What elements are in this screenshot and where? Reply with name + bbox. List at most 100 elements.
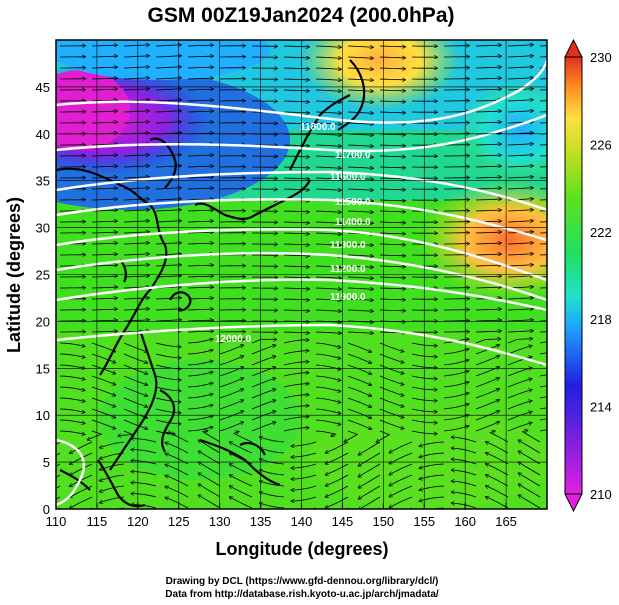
streamline bbox=[315, 244, 341, 245]
streamline bbox=[155, 67, 181, 68]
streamline bbox=[155, 100, 181, 101]
streamline bbox=[475, 400, 499, 410]
streamline bbox=[539, 243, 547, 245]
streamline bbox=[539, 320, 547, 322]
streamline bbox=[251, 345, 275, 355]
streamline bbox=[475, 276, 501, 277]
streamline bbox=[419, 496, 445, 501]
streamline bbox=[326, 474, 349, 486]
streamline bbox=[507, 210, 533, 211]
streamline bbox=[123, 166, 149, 167]
streamline bbox=[379, 386, 404, 396]
streamline bbox=[489, 431, 509, 443]
streamline bbox=[165, 476, 189, 487]
streamline bbox=[123, 276, 149, 277]
streamline bbox=[379, 288, 405, 289]
streamline bbox=[283, 46, 309, 47]
streamline bbox=[260, 437, 285, 443]
streamline bbox=[315, 79, 341, 80]
streamline bbox=[507, 243, 533, 244]
streamline bbox=[283, 277, 309, 278]
streamline bbox=[475, 411, 499, 421]
streamline bbox=[155, 45, 181, 46]
streamline bbox=[486, 475, 509, 487]
streamline bbox=[283, 101, 309, 102]
streamline bbox=[475, 309, 501, 310]
streamline bbox=[201, 431, 221, 443]
streamline bbox=[379, 134, 405, 135]
streamline bbox=[155, 397, 181, 402]
streamline bbox=[283, 255, 309, 256]
streamline bbox=[59, 364, 85, 368]
streamline bbox=[507, 166, 533, 167]
streamline bbox=[187, 188, 213, 189]
streamline bbox=[91, 188, 117, 189]
streamline bbox=[283, 189, 309, 190]
streamline bbox=[59, 353, 85, 357]
streamline bbox=[251, 378, 275, 388]
x-tick-label: 110 bbox=[46, 514, 67, 529]
streamline bbox=[131, 461, 157, 465]
streamline bbox=[260, 470, 285, 476]
streamline bbox=[359, 496, 381, 509]
streamline bbox=[91, 56, 117, 57]
streamline bbox=[347, 211, 373, 212]
streamline bbox=[507, 144, 533, 145]
streamline bbox=[123, 232, 149, 233]
streamline bbox=[379, 79, 405, 80]
streamline bbox=[315, 46, 341, 47]
contour-label-11500: 11500.0 bbox=[335, 197, 371, 208]
streamline bbox=[155, 122, 181, 123]
streamline bbox=[315, 178, 341, 179]
streamline bbox=[539, 374, 547, 377]
streamline bbox=[507, 346, 532, 355]
streamline bbox=[155, 111, 181, 112]
streamline bbox=[379, 200, 405, 201]
streamline bbox=[187, 45, 213, 46]
streamline bbox=[507, 331, 533, 332]
streamline bbox=[283, 406, 309, 410]
colorbar-tick-label: 218 bbox=[590, 312, 612, 327]
streamline bbox=[283, 178, 309, 179]
contour-label-11700: 11700.0 bbox=[335, 150, 371, 161]
streamline bbox=[123, 243, 149, 244]
streamline bbox=[347, 156, 373, 157]
streamline bbox=[347, 244, 373, 245]
contour-label-11400: 11400.0 bbox=[335, 217, 371, 228]
streamline bbox=[59, 419, 85, 423]
streamline bbox=[155, 155, 181, 156]
streamline bbox=[291, 485, 317, 490]
streamline bbox=[100, 463, 125, 470]
contour-label-11300: 11300.0 bbox=[330, 240, 366, 251]
streamline bbox=[347, 123, 373, 124]
streamline bbox=[347, 222, 373, 223]
streamline bbox=[347, 189, 373, 190]
streamline bbox=[347, 167, 373, 168]
colorbar-tick-label: 226 bbox=[590, 137, 612, 152]
streamline bbox=[475, 166, 501, 167]
streamline bbox=[419, 452, 445, 457]
streamline bbox=[187, 111, 213, 112]
streamline bbox=[165, 487, 189, 498]
streamline bbox=[475, 45, 501, 46]
streamline bbox=[315, 288, 341, 289]
streamline bbox=[475, 210, 501, 211]
streamline bbox=[379, 57, 405, 58]
streamline bbox=[187, 67, 213, 68]
streamline bbox=[187, 243, 213, 244]
streamline bbox=[199, 495, 221, 509]
streamline bbox=[315, 353, 341, 359]
grid bbox=[56, 40, 547, 509]
streamline bbox=[59, 342, 85, 346]
streamline bbox=[379, 46, 405, 47]
streamline bbox=[230, 486, 253, 498]
streamline bbox=[475, 78, 501, 79]
streamline bbox=[347, 57, 373, 58]
streamline bbox=[91, 265, 117, 266]
streamline bbox=[347, 332, 373, 333]
streamline bbox=[283, 112, 309, 113]
streamline bbox=[187, 405, 213, 410]
streamline bbox=[155, 188, 181, 189]
streamline bbox=[91, 331, 117, 332]
streamline bbox=[91, 111, 117, 112]
